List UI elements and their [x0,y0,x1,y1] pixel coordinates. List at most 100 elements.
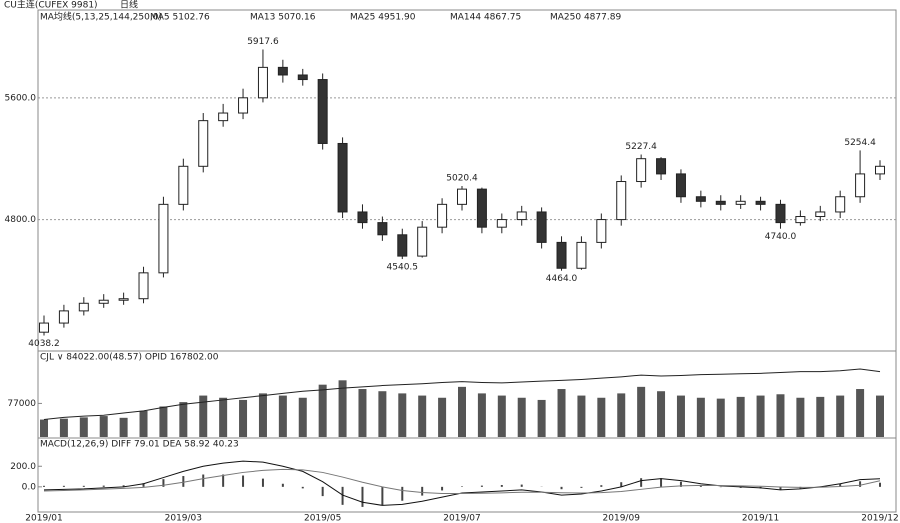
volume-bar [159,406,168,437]
candle-body [317,79,328,144]
candle-body [357,211,368,224]
volume-bar [338,380,347,437]
candle-body [198,120,209,167]
candle-body [158,203,169,274]
volume-bar [856,389,865,437]
candle-body [695,196,706,202]
candle-body [457,188,467,205]
candle-body [138,272,149,300]
x-tick-label: 2019/05 [304,514,341,523]
volume-bar [517,397,526,437]
volume-bar [736,396,745,437]
volume-bar [239,399,248,437]
x-tick-label: 2019/03 [165,514,202,523]
x-tick-label: 2019/12 [861,514,898,523]
volume-bar [298,397,307,437]
candle-body [536,211,547,243]
frame [37,9,897,513]
volume-bar [617,393,626,437]
x-tick-label: 2019/11 [742,514,779,523]
volume-bar [577,395,586,437]
volume-bar [358,389,367,437]
indicator-value: MA5 5102.76 [150,13,210,23]
candle-body [496,219,507,228]
volume-bar [776,394,785,437]
candle-body [238,97,249,114]
candle-body [516,211,527,221]
candle-body [417,226,428,257]
indicator-value: MA250 4877.89 [550,13,621,23]
candle-body [39,322,49,333]
x-tick-label: 2019/07 [443,514,480,523]
candle-body [337,142,348,213]
volume-bar [258,393,267,437]
candle-body [58,310,69,324]
macd-title: MACD(12,26,9) DIFF 79.01 DEA 58.92 40.23 [40,440,239,450]
volume-bar [179,402,188,437]
volume-bar [398,393,407,437]
y-tick-label: 5600.0 [5,93,37,103]
volume-bar [119,417,128,437]
candle-body [556,241,567,269]
high-label: 5254.4 [844,138,876,148]
high-label: 5227.4 [625,142,657,152]
candle-body [596,219,607,243]
candle-body [616,181,627,221]
volume-bar [796,397,805,437]
volume-bar [657,391,666,437]
volume-bar [836,395,845,437]
candle-body [815,211,826,218]
volume-bar [756,395,765,437]
y-tick-label: 4800.0 [5,215,37,225]
candle-body [297,74,308,81]
volume-bar [497,395,506,437]
low-label: 4540.5 [387,263,419,273]
candle-body [78,302,89,312]
symbol-title: CU主连(CUFEX 9981) [4,0,98,11]
volume-bar [637,386,646,437]
x-tick-label: 2019/01 [25,514,62,523]
volume-bar [378,391,387,437]
volume-bar [458,386,466,437]
candle-body [755,200,766,205]
volume-bar [79,417,88,437]
indicator-value: MA13 5070.16 [250,13,316,23]
volume-bar [199,395,208,437]
candle-body [257,66,268,99]
line [43,460,881,506]
volume-bar [477,393,486,437]
period: 日线 [120,0,138,11]
low-label: 4038.2 [28,339,60,349]
volume-bar [139,410,148,437]
volume-bar [537,399,546,437]
candle-body [675,173,686,198]
volume-title: CJL ∨ 84022.00(48.57) OPID 167802.00 [40,353,219,363]
volume-bar [557,389,566,437]
indicator-name: MA均线(5,13,25,144,250,0) [40,11,162,23]
indicator-value: MA144 4867.75 [450,13,521,23]
candle-body [218,112,229,122]
volume-bar [59,418,68,437]
candle-body [855,173,866,198]
candle-body [835,196,846,213]
high-label: 5020.4 [446,174,478,184]
candle-body [715,200,726,205]
candle-body [397,234,408,257]
volume-bar [278,395,287,437]
candle-body [98,299,109,304]
candle-body [377,222,388,236]
candle-body [656,158,667,175]
volume-bar [219,397,228,437]
volume-bar [716,398,725,437]
candle-body [476,188,487,228]
candle-body [277,66,288,76]
candle-body [795,216,806,224]
volume-bar [696,397,705,437]
x-tick-label: 2019/09 [603,514,641,523]
y-tick-label: 0.0 [22,482,37,492]
candle-body [775,203,786,224]
high-label: 5917.6 [247,37,279,47]
volume-bar [676,395,685,437]
